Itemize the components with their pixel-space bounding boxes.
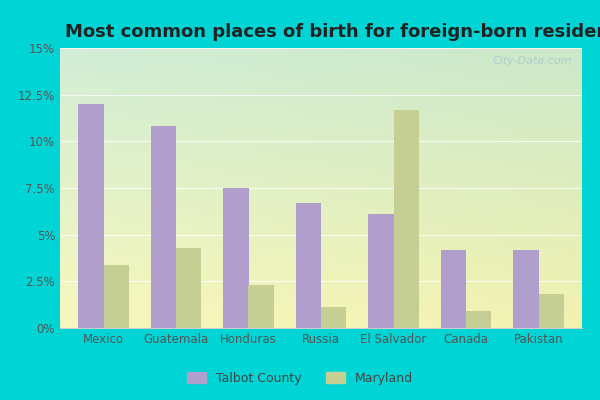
Bar xyxy=(394,110,419,328)
Bar xyxy=(296,203,321,328)
Bar xyxy=(321,308,346,328)
Bar xyxy=(104,264,129,328)
Bar xyxy=(176,248,202,328)
Bar xyxy=(539,294,564,328)
Bar xyxy=(368,214,394,328)
Bar xyxy=(513,250,539,328)
Bar xyxy=(440,250,466,328)
Bar xyxy=(223,188,248,328)
Bar xyxy=(466,311,491,328)
Bar xyxy=(78,104,104,328)
Text: Most common places of birth for foreign-born residents: Most common places of birth for foreign-… xyxy=(65,23,600,41)
Text: City-Data.com: City-Data.com xyxy=(492,56,572,66)
Bar xyxy=(248,285,274,328)
Bar xyxy=(151,126,176,328)
Legend: Talbot County, Maryland: Talbot County, Maryland xyxy=(182,367,418,390)
